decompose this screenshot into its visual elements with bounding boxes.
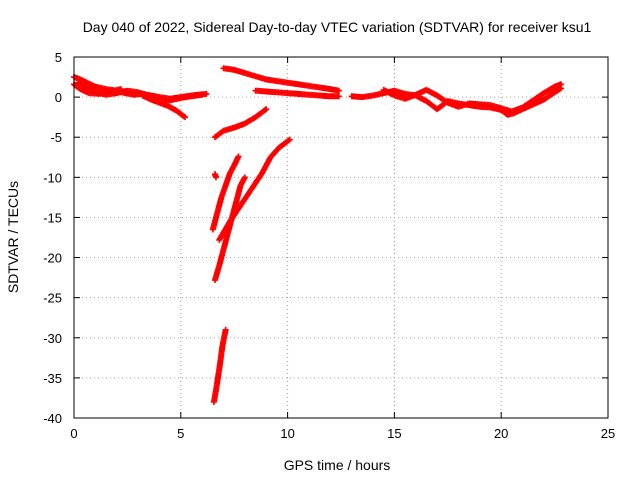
data-point <box>199 91 206 98</box>
y-tick-label: 5 <box>55 50 62 65</box>
y-axis-label: SDTVAR / TECUs <box>5 181 21 293</box>
data-point <box>263 106 270 113</box>
plot-frame <box>73 56 609 419</box>
series-arc-10 <box>209 153 242 233</box>
series-arc-6 <box>220 65 342 94</box>
data-point <box>335 87 342 94</box>
y-tick-label: 0 <box>55 90 62 105</box>
y-tick-label: -10 <box>43 170 62 185</box>
series-arc-3 <box>139 92 189 121</box>
y-tick-label: -20 <box>43 251 62 266</box>
series-arc-14 <box>210 326 229 405</box>
x-tick-label: 20 <box>494 426 508 441</box>
data-point <box>213 174 220 181</box>
x-tick-label: 15 <box>387 426 401 441</box>
series-arc-5 <box>211 106 270 141</box>
series-arc-9 <box>380 81 565 115</box>
data-point-interp <box>285 137 292 144</box>
chart-title: Day 040 of 2022, Sidereal Day-to-day VTE… <box>83 19 592 35</box>
series-arc-12 <box>216 136 293 243</box>
x-tick-label: 5 <box>177 426 184 441</box>
data-point <box>203 90 210 97</box>
data-point <box>222 326 229 333</box>
y-tick-label: -5 <box>50 130 62 145</box>
y-tick-label: -15 <box>43 210 62 225</box>
series-arc-11 <box>211 174 248 284</box>
x-tick-label: 25 <box>601 426 615 441</box>
series-arc-13 <box>211 171 220 181</box>
data-point <box>182 114 189 121</box>
x-tick-label: 0 <box>70 426 77 441</box>
data-point <box>558 81 565 88</box>
data-point <box>117 86 124 93</box>
grid <box>74 57 608 418</box>
axis-ticks: 0 5 10 15 20 25 5 0 -5 -10 -15 -20 -25 -30 -35 -40 <box>43 50 615 441</box>
y-tick-label: -35 <box>43 371 62 386</box>
data-point <box>235 153 242 160</box>
series-arc-7 <box>252 87 342 100</box>
y-tick-label: -25 <box>43 291 62 306</box>
data-point <box>286 136 293 143</box>
data-series <box>71 65 565 405</box>
y-tick-label: -40 <box>43 411 62 426</box>
x-tick-label: 10 <box>280 426 294 441</box>
y-tick-label: -30 <box>43 331 62 346</box>
x-axis-label: GPS time / hours <box>284 457 391 473</box>
data-point <box>241 174 248 181</box>
data-point-interp <box>262 107 269 114</box>
data-point <box>335 93 342 100</box>
